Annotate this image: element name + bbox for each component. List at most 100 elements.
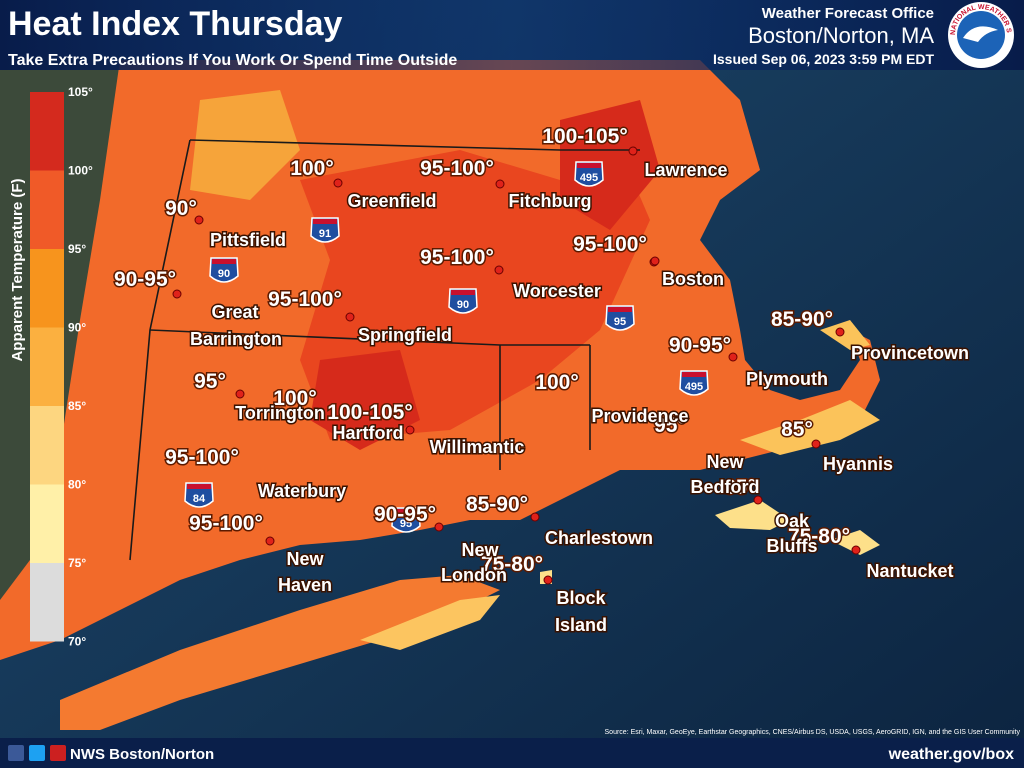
subtitle: Take Extra Precautions If You Work Or Sp… xyxy=(8,52,457,69)
labels: 495 91 90 90 95 495 84 95 100° 95-100° 100-105° 90°… xyxy=(112,124,970,637)
legend-label: 85° xyxy=(68,399,86,413)
legend-label: 95° xyxy=(68,242,86,256)
city-dot xyxy=(650,256,660,266)
city-dot xyxy=(753,495,763,505)
heat-value: 95° xyxy=(654,414,686,437)
city-label: Plymouth xyxy=(746,369,828,389)
heat-value: 95° xyxy=(194,370,226,393)
city-dot xyxy=(194,215,204,225)
footer-bar xyxy=(0,738,1024,768)
city-label: New xyxy=(286,549,324,569)
shield-number: 91 xyxy=(319,228,331,240)
office-line1: Weather Forecast Office xyxy=(762,5,934,22)
city-label: Charlestown xyxy=(545,528,653,548)
heat-value: 85° xyxy=(781,418,813,441)
shield-top xyxy=(608,307,632,312)
website[interactable]: weather.gov/box xyxy=(888,746,1014,763)
shield-number: 90 xyxy=(218,268,230,280)
issued: Issued Sep 06, 2023 3:59 PM EDT xyxy=(713,51,934,67)
city-label: Provincetown xyxy=(851,343,969,363)
city-dot xyxy=(811,439,821,449)
city-label: Oak xyxy=(775,511,810,531)
legend-label: 105° xyxy=(68,85,93,99)
heat-value: 95-100° xyxy=(165,446,239,469)
legend-swatch xyxy=(30,327,64,406)
legend-swatch xyxy=(30,170,64,249)
heat-value: 75-80° xyxy=(788,525,850,548)
heat-value: 85-90° xyxy=(466,493,528,516)
city-label: Barrington xyxy=(190,329,282,349)
city-dot xyxy=(530,512,540,522)
shield-top xyxy=(212,259,236,264)
legend-swatch xyxy=(30,563,64,642)
city-dot xyxy=(265,536,275,546)
shield-number: 495 xyxy=(685,381,703,393)
city-label: Fitchburg xyxy=(509,191,592,211)
city-label: Haven xyxy=(278,575,332,595)
city-label: Nantucket xyxy=(866,561,953,581)
city-label: Bluffs xyxy=(767,536,818,556)
title: Heat Index Thursday xyxy=(8,5,343,43)
city-label: London xyxy=(441,565,507,585)
heat-value: 90-95° xyxy=(374,503,436,526)
legend-swatch xyxy=(30,406,64,485)
legend-label: 70° xyxy=(68,635,86,649)
legend-title: Apparent Temperature (F) xyxy=(9,178,26,361)
city-dot xyxy=(235,389,245,399)
city-dot xyxy=(851,545,861,555)
shield-top xyxy=(313,219,337,224)
heat-value: 90-95° xyxy=(669,334,731,357)
heat-value: 100-105° xyxy=(542,125,627,148)
state-borders xyxy=(129,139,640,561)
city-dot xyxy=(333,178,343,188)
city-dot xyxy=(405,425,415,435)
office-line2: Boston/Norton, MA xyxy=(748,23,934,48)
legend-label: 90° xyxy=(68,321,86,335)
city-label: Torrington xyxy=(235,403,325,423)
city-dot xyxy=(494,265,504,275)
city-label: New xyxy=(461,540,499,560)
shield-number: 95 xyxy=(400,518,412,530)
city-label: Boston xyxy=(662,269,724,289)
city-label: Waterbury xyxy=(258,481,346,501)
social-handle[interactable]: NWS Boston/Norton xyxy=(70,746,214,763)
legend-swatch xyxy=(30,484,64,563)
city-dot xyxy=(434,522,444,532)
heat-value: 90-95° xyxy=(114,268,176,291)
shield-number: 84 xyxy=(193,493,206,505)
social-icons xyxy=(8,745,66,761)
legend-label: 100° xyxy=(68,164,93,178)
legend-label: 75° xyxy=(68,556,86,570)
city-label: Island xyxy=(555,615,607,635)
city-dot xyxy=(172,289,182,299)
city-label: Hyannis xyxy=(823,454,893,474)
legend-swatch xyxy=(30,249,64,328)
city-label: Greenfield xyxy=(347,191,436,211)
legend: Apparent Temperature (F) 105° 100° 95° 90° 8… xyxy=(9,85,93,649)
city-label: Providence xyxy=(591,406,688,426)
shield-number: 90 xyxy=(457,299,469,311)
heat-value: 95-100° xyxy=(189,512,263,535)
heat-value: 85° xyxy=(724,476,756,499)
city-label: Block xyxy=(556,588,606,608)
shield-top xyxy=(682,372,706,377)
city-dot xyxy=(628,146,638,156)
heat-value: 95-100° xyxy=(420,157,494,180)
source: Source: Esri, Maxar, GeoEye, Earthstar G… xyxy=(605,729,1021,736)
heat-value: 95-100° xyxy=(573,233,647,256)
city-label: Lawrence xyxy=(644,160,727,180)
city-dot xyxy=(835,327,845,337)
heat-value: 100° xyxy=(273,387,316,410)
shield-top xyxy=(187,484,211,489)
heat-value: 95-100° xyxy=(420,246,494,269)
heat-value: 100° xyxy=(290,157,333,180)
legend-label: 80° xyxy=(68,478,86,492)
city-dot xyxy=(728,352,738,362)
city-label: New xyxy=(706,452,744,472)
city-label: Bedford xyxy=(691,477,760,497)
shield-number: 495 xyxy=(580,172,598,184)
city-label: Worcester xyxy=(513,281,601,301)
shield-number: 95 xyxy=(614,316,626,328)
city-dot xyxy=(345,312,355,322)
